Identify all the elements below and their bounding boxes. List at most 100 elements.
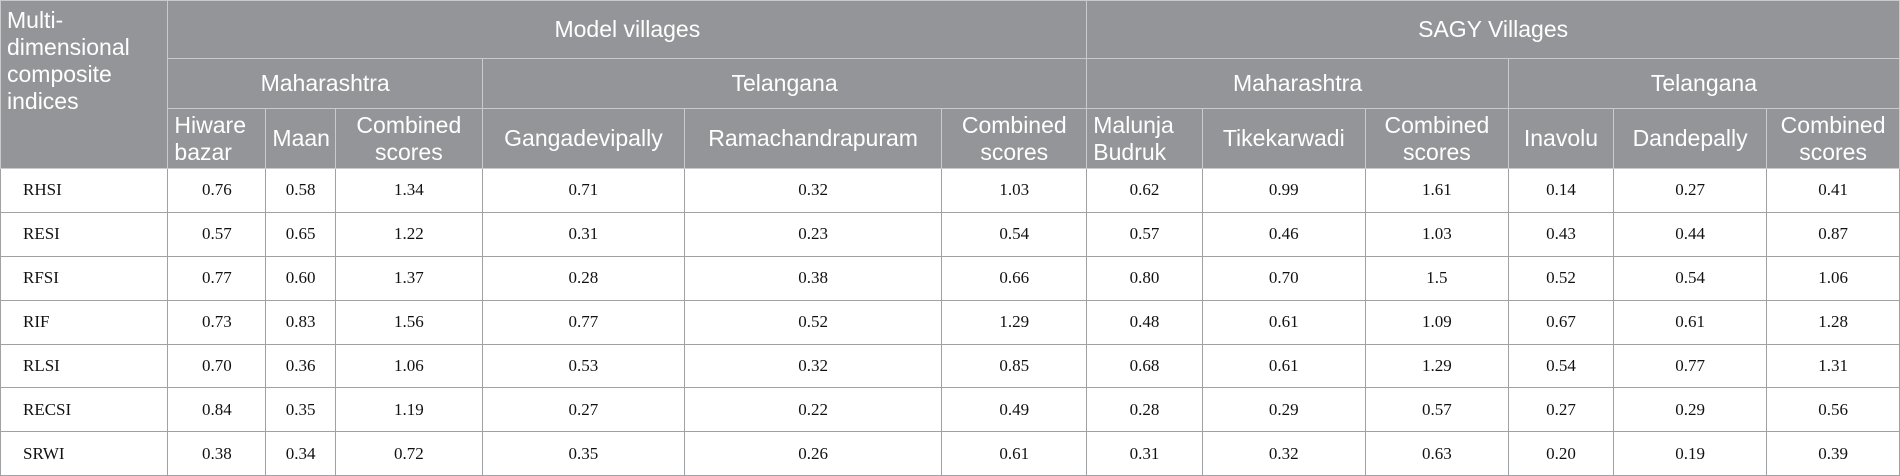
table-body: RHSI 0.76 0.58 1.34 0.71 0.32 1.03 0.62 0.99 1.61… <box>0 168 1900 476</box>
table-cell: 0.70 <box>167 343 267 389</box>
table-cell: 0.56 <box>1766 387 1900 433</box>
table-cell: 0.53 <box>481 343 686 389</box>
column-header: Malunja Budruk <box>1086 108 1203 169</box>
table-row: RECSI 0.84 0.35 1.19 0.27 0.22 0.49 0.28 0.29 0.5… <box>0 387 1900 433</box>
table-cell: 0.27 <box>1613 168 1768 213</box>
table-cell: 0.32 <box>683 168 943 213</box>
table-cell: 1.03 <box>941 168 1088 213</box>
table-cell: 0.87 <box>1766 211 1900 257</box>
table-cell: 0.36 <box>265 343 336 389</box>
table-cell: 0.27 <box>481 387 686 433</box>
table-cell: 0.54 <box>941 211 1088 257</box>
state-header: Telangana <box>1507 58 1900 109</box>
table-cell: 1.09 <box>1364 299 1509 345</box>
header-row-states: Maharashtra Telangana Maharashtra Telang… <box>1 58 1900 109</box>
table-cell: 0.57 <box>167 211 267 257</box>
table-cell: 0.41 <box>1766 168 1900 213</box>
table-cell: 0.61 <box>1201 299 1366 345</box>
header-row-columns: Hiware bazar Maan Combined scores Gangad… <box>1 108 1900 169</box>
state-header: Telangana <box>481 58 1088 109</box>
header-row-groups: Multi-dimensional composite indices Mode… <box>0 0 1900 169</box>
column-header: Ramachandrapuram <box>683 108 943 169</box>
table-cell: 1.5 <box>1364 255 1509 301</box>
table-cell: 0.54 <box>1613 255 1768 301</box>
table-cell: 0.61 <box>941 431 1088 476</box>
table-cell: 0.35 <box>265 387 336 433</box>
table-cell: 0.83 <box>265 299 336 345</box>
table-cell: 0.58 <box>265 168 336 213</box>
table-cell: 1.03 <box>1364 211 1509 257</box>
table-cell: 0.23 <box>683 211 943 257</box>
table-cell: 0.72 <box>334 431 483 476</box>
table-row: RLSI 0.70 0.36 1.06 0.53 0.32 0.85 0.68 0.61 1.29… <box>0 343 1900 389</box>
table-cell: 0.19 <box>1613 431 1768 476</box>
row-label: RFSI <box>0 255 169 301</box>
column-header: Tikekarwadi <box>1201 108 1366 169</box>
table-cell: 0.70 <box>1201 255 1366 301</box>
table-cell: 1.37 <box>334 255 483 301</box>
row-label: RHSI <box>0 168 169 213</box>
row-label: RESI <box>0 211 169 257</box>
table-cell: 0.46 <box>1201 211 1366 257</box>
table-cell: 0.29 <box>1201 387 1366 433</box>
table-cell: 0.49 <box>941 387 1088 433</box>
table-cell: 1.61 <box>1364 168 1509 213</box>
table-cell: 0.28 <box>1086 387 1203 433</box>
table-cell: 0.66 <box>941 255 1088 301</box>
table-cell: 0.68 <box>1086 343 1203 389</box>
state-header: Maharashtra <box>1086 58 1509 109</box>
column-header: Inavolu <box>1507 108 1615 169</box>
table-row: RESI 0.57 0.65 1.22 0.31 0.23 0.54 0.57 0.46 1.03… <box>0 211 1900 257</box>
table-cell: 1.22 <box>334 211 483 257</box>
column-header: Combined scores <box>1766 108 1900 169</box>
row-label: RLSI <box>0 343 169 389</box>
table-cell: 0.77 <box>481 299 686 345</box>
row-label: SRWI <box>0 431 169 476</box>
table-cell: 0.63 <box>1364 431 1509 476</box>
table-cell: 0.28 <box>481 255 686 301</box>
table-cell: 0.57 <box>1086 211 1203 257</box>
table-cell: 0.52 <box>1507 255 1615 301</box>
table-row: RIF 0.73 0.83 1.56 0.77 0.52 1.29 0.48 0.61 1.09 0… <box>0 299 1900 345</box>
table-cell: 0.32 <box>1201 431 1366 476</box>
table-cell: 1.06 <box>1766 255 1900 301</box>
table-cell: 0.52 <box>683 299 943 345</box>
table-row: RHSI 0.76 0.58 1.34 0.71 0.32 1.03 0.62 0.99 1.61… <box>0 168 1900 213</box>
table-cell: 0.76 <box>167 168 267 213</box>
table-cell: 1.29 <box>1364 343 1509 389</box>
table-cell: 0.26 <box>683 431 943 476</box>
table-row: RFSI 0.77 0.60 1.37 0.28 0.38 0.66 0.80 0.70 1.5 0… <box>0 255 1900 301</box>
table-cell: 0.71 <box>481 168 686 213</box>
table-cell: 1.19 <box>334 387 483 433</box>
table-cell: 0.20 <box>1507 431 1615 476</box>
table-cell: 0.14 <box>1507 168 1615 213</box>
row-label: RECSI <box>0 387 169 433</box>
table-cell: 0.54 <box>1507 343 1615 389</box>
group-header-model-villages: Model villages <box>167 0 1088 59</box>
group-header-sagy-villages: SAGY Villages <box>1086 0 1900 59</box>
table-cell: 0.31 <box>1086 431 1203 476</box>
column-header: Gangadevipally <box>481 108 686 169</box>
table-cell: 1.28 <box>1766 299 1900 345</box>
table-cell: 0.38 <box>683 255 943 301</box>
table-cell: 0.60 <box>265 255 336 301</box>
table-cell: 1.31 <box>1766 343 1900 389</box>
table-cell: 0.61 <box>1613 299 1768 345</box>
column-header: Dandepally <box>1613 108 1768 169</box>
table-cell: 0.65 <box>265 211 336 257</box>
table-cell: 0.77 <box>1613 343 1768 389</box>
column-header: Combined scores <box>941 108 1088 169</box>
column-header: Combined scores <box>334 108 483 169</box>
table-cell: 1.06 <box>334 343 483 389</box>
table-cell: 0.57 <box>1364 387 1509 433</box>
table-cell: 1.56 <box>334 299 483 345</box>
table-cell: 0.84 <box>167 387 267 433</box>
table-cell: 0.99 <box>1201 168 1366 213</box>
table-cell: 0.35 <box>481 431 686 476</box>
table-cell: 0.31 <box>481 211 686 257</box>
table-row: SRWI 0.38 0.34 0.72 0.35 0.26 0.61 0.31 0.32 0.63… <box>0 431 1900 476</box>
table-cell: 0.29 <box>1613 387 1768 433</box>
state-header: Maharashtra <box>167 58 483 109</box>
table-cell: 0.27 <box>1507 387 1615 433</box>
